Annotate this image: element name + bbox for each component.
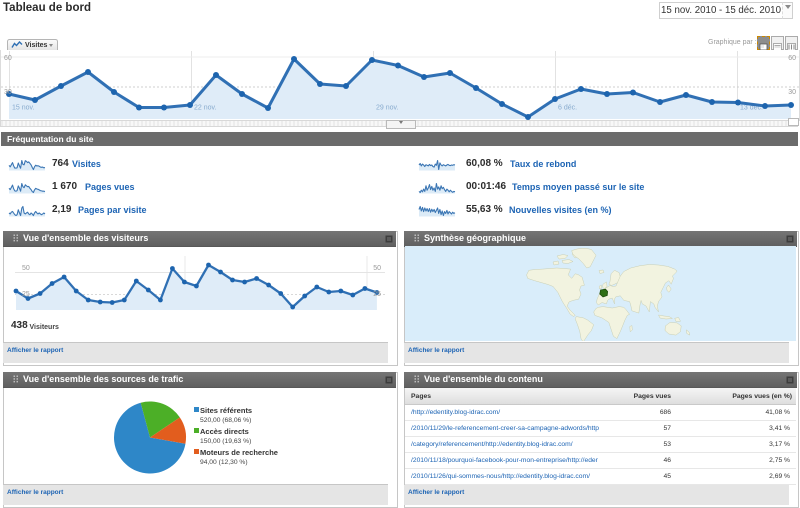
svg-text:30: 30	[4, 89, 12, 96]
svg-text:13 déc.: 13 déc.	[740, 105, 763, 112]
svg-text:15 nov.: 15 nov.	[12, 105, 34, 112]
svg-text:22 nov.: 22 nov.	[194, 105, 216, 112]
svg-text:60: 60	[788, 55, 796, 62]
svg-text:29 nov.: 29 nov.	[376, 105, 398, 112]
svg-text:25: 25	[373, 291, 381, 298]
svg-text:60: 60	[4, 55, 12, 62]
svg-text:50: 50	[373, 265, 381, 272]
svg-text:50: 50	[22, 265, 30, 272]
svg-text:30: 30	[788, 89, 796, 96]
svg-text:6 déc.: 6 déc.	[558, 105, 577, 112]
svg-text:25: 25	[22, 291, 30, 298]
